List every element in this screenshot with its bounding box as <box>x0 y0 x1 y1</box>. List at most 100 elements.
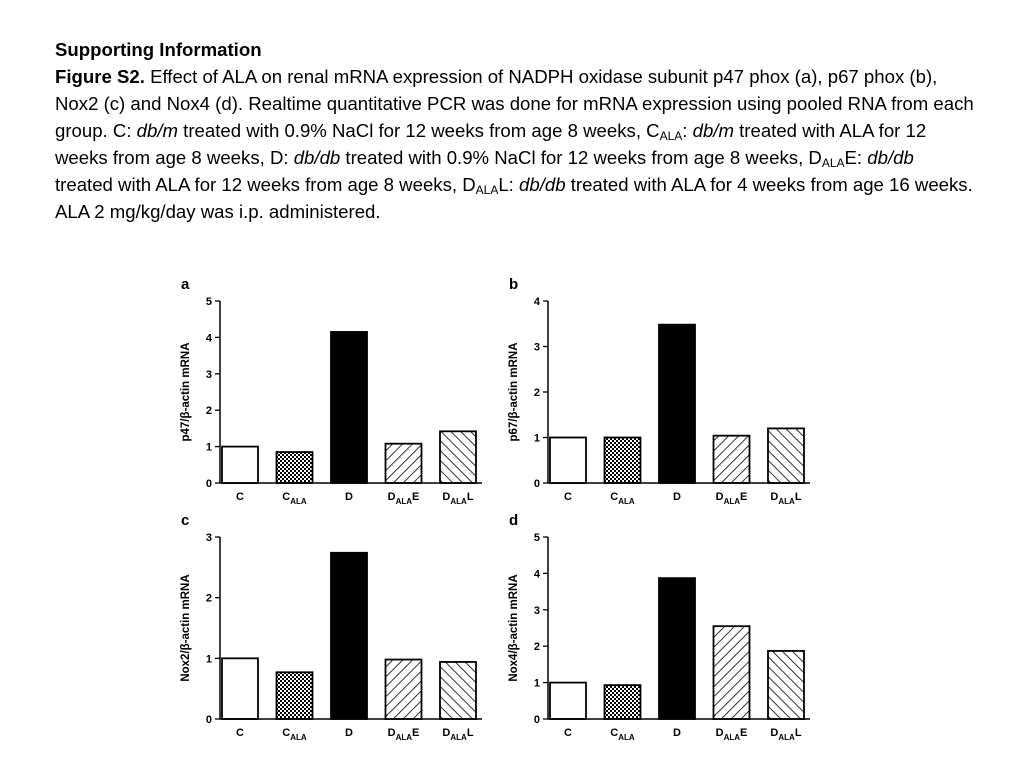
caption-run: L: <box>498 174 520 195</box>
caption-run: treated with ALA for 4 weeks from age 16… <box>55 174 973 222</box>
caption-body: Figure S2. Effect of ALA on renal mRNA e… <box>55 63 975 225</box>
caption-run: Effect of ALA on renal mRNA expression o… <box>55 66 974 141</box>
panel-letter: d <box>509 512 518 529</box>
x-tick-label-main: D <box>770 727 778 739</box>
x-tick-label: DALAE <box>388 727 420 742</box>
x-tick-label-suffix: E <box>740 491 747 503</box>
caption-run: db/m <box>136 120 178 141</box>
x-tick-label-main: D <box>345 491 353 503</box>
caption-run: db/db <box>293 147 341 168</box>
y-tick-label: 3 <box>534 342 540 354</box>
y-tick-label: 2 <box>534 641 540 653</box>
bar-C <box>549 436 587 484</box>
x-tick-label-sub: ALA <box>450 497 467 506</box>
x-tick-label-suffix: L <box>795 491 802 503</box>
x-tick-label-main: D <box>673 491 681 503</box>
x-tick-label: C <box>564 491 572 503</box>
panel-letter: b <box>509 276 518 293</box>
bar-DALAL <box>767 650 805 720</box>
y-axis-label: Nox2/β-actin mRNA <box>180 574 192 681</box>
caption-run: db/db <box>519 174 566 195</box>
x-tick-label: DALAL <box>442 491 473 506</box>
bar-DALAL <box>439 661 477 720</box>
y-tick-label: 1 <box>534 678 540 690</box>
x-tick-label-main: D <box>716 727 724 739</box>
y-tick-label: 2 <box>206 593 212 605</box>
figure-label: Figure S2. <box>55 66 145 87</box>
x-tick-label: CALA <box>610 727 635 742</box>
bar-C <box>221 445 259 484</box>
bar-CALA <box>275 451 314 484</box>
caption-run: ALA <box>475 183 499 197</box>
panel-letter: a <box>181 276 190 293</box>
x-tick-label-main: D <box>442 491 450 503</box>
x-tick-label-suffix: L <box>795 727 802 739</box>
y-axis-label: Nox4/β-actin mRNA <box>508 574 520 681</box>
x-tick-label-sub: ALA <box>290 733 307 742</box>
y-tick-label: 4 <box>534 568 541 580</box>
x-tick-label-sub: ALA <box>290 497 307 506</box>
bar-DALAE <box>712 625 751 720</box>
bar-D <box>658 577 696 720</box>
caption-run: treated with 0.9% NaCl for 12 weeks from… <box>178 120 660 141</box>
x-tick-label: CALA <box>610 491 635 506</box>
caption-run: ALA <box>659 129 683 143</box>
y-tick-label: 2 <box>534 387 540 399</box>
y-tick-label: 1 <box>206 442 212 454</box>
x-tick-label-main: D <box>345 727 353 739</box>
caption-run: treated with ALA for 12 weeks from age 8… <box>55 174 476 195</box>
x-tick-label: C <box>564 727 572 739</box>
x-tick-label-sub: ALA <box>450 733 467 742</box>
y-tick-label: 0 <box>534 478 540 490</box>
x-tick-label: DALAE <box>388 491 420 506</box>
x-tick-label-main: D <box>716 491 724 503</box>
bar-CALA <box>275 671 314 720</box>
bar-D <box>330 551 368 720</box>
x-tick-label-suffix: L <box>467 727 474 739</box>
x-tick-label: D <box>673 491 681 503</box>
x-tick-label-sub: ALA <box>396 733 413 742</box>
x-tick-label-main: C <box>282 491 290 503</box>
caption-run: db/db <box>867 147 914 168</box>
bar-D <box>658 323 696 484</box>
x-tick-label-suffix: E <box>412 491 419 503</box>
caption-run: treated with 0.9% NaCl for 12 weeks from… <box>340 147 822 168</box>
x-tick-label-main: D <box>770 491 778 503</box>
caption-run: : <box>682 120 693 141</box>
x-tick-label: CALA <box>282 491 307 506</box>
x-tick-label: DALAL <box>770 727 801 742</box>
x-tick-label-main: C <box>610 491 618 503</box>
bar-C <box>549 681 587 720</box>
x-tick-label-main: D <box>388 727 396 739</box>
y-tick-label: 1 <box>206 653 212 665</box>
bar-C <box>221 657 259 720</box>
x-tick-label-main: D <box>388 491 396 503</box>
x-tick-label-main: C <box>236 727 244 739</box>
x-tick-label: DALAE <box>716 727 748 742</box>
x-tick-label-main: C <box>236 491 244 503</box>
x-tick-label: D <box>345 491 353 503</box>
y-tick-label: 3 <box>534 605 540 617</box>
x-tick-label-main: C <box>564 491 572 503</box>
y-axis-label: p67/β-actin mRNA <box>508 342 520 441</box>
x-tick-label: CALA <box>282 727 307 742</box>
y-tick-label: 2 <box>206 405 212 417</box>
y-tick-label: 0 <box>534 714 540 726</box>
y-tick-label: 0 <box>206 714 212 726</box>
x-tick-label-sub: ALA <box>618 733 635 742</box>
x-tick-label-main: C <box>610 727 618 739</box>
caption-run: E: <box>844 147 868 168</box>
bar-DALAL <box>439 430 477 484</box>
x-tick-label-main: D <box>442 727 450 739</box>
figure-caption: Supporting Information Figure S2. Effect… <box>55 36 975 225</box>
x-tick-label: DALAL <box>770 491 801 506</box>
y-tick-label: 3 <box>206 532 212 544</box>
x-tick-label-suffix: E <box>412 727 419 739</box>
y-tick-label: 5 <box>206 296 212 308</box>
x-tick-label: DALAL <box>442 727 473 742</box>
x-tick-label-sub: ALA <box>778 733 795 742</box>
x-tick-label-sub: ALA <box>724 497 741 506</box>
